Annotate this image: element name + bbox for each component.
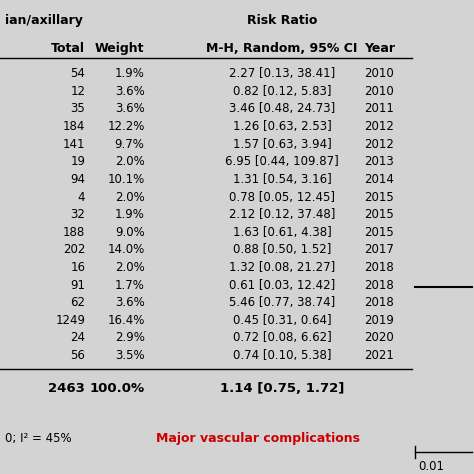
- Text: Weight: Weight: [95, 42, 145, 55]
- Text: 0.61 [0.03, 12.42]: 0.61 [0.03, 12.42]: [229, 279, 335, 292]
- Text: 24: 24: [70, 331, 85, 345]
- Text: 2019: 2019: [364, 314, 394, 327]
- Text: 2012: 2012: [364, 137, 394, 151]
- Text: 35: 35: [71, 102, 85, 116]
- Text: 100.0%: 100.0%: [90, 382, 145, 395]
- Text: 2.12 [0.12, 37.48]: 2.12 [0.12, 37.48]: [229, 208, 335, 221]
- Text: 2018: 2018: [365, 261, 394, 274]
- Text: 2012: 2012: [364, 120, 394, 133]
- Text: 2011: 2011: [364, 102, 394, 116]
- Text: 2.0%: 2.0%: [115, 155, 145, 168]
- Text: 188: 188: [63, 226, 85, 239]
- Text: 2463: 2463: [48, 382, 85, 395]
- Text: M-H, Random, 95% CI: M-H, Random, 95% CI: [206, 42, 358, 55]
- Text: 2015: 2015: [365, 208, 394, 221]
- Text: 16: 16: [70, 261, 85, 274]
- Text: 12: 12: [70, 85, 85, 98]
- Text: 1.63 [0.61, 4.38]: 1.63 [0.61, 4.38]: [233, 226, 331, 239]
- Text: 2013: 2013: [365, 155, 394, 168]
- Text: 2.0%: 2.0%: [115, 261, 145, 274]
- Text: 32: 32: [71, 208, 85, 221]
- Text: 9.0%: 9.0%: [115, 226, 145, 239]
- Text: ian/axillary: ian/axillary: [5, 14, 82, 27]
- Text: 1.57 [0.63, 3.94]: 1.57 [0.63, 3.94]: [233, 137, 331, 151]
- Text: Year: Year: [364, 42, 395, 55]
- Text: 2018: 2018: [365, 296, 394, 309]
- Text: 2014: 2014: [364, 173, 394, 186]
- Text: 5.46 [0.77, 38.74]: 5.46 [0.77, 38.74]: [229, 296, 335, 309]
- Text: 2015: 2015: [365, 226, 394, 239]
- Text: 0.01: 0.01: [419, 460, 445, 474]
- Text: 14.0%: 14.0%: [107, 243, 145, 256]
- Text: 3.5%: 3.5%: [115, 349, 145, 362]
- Text: 19: 19: [70, 155, 85, 168]
- Text: 141: 141: [63, 137, 85, 151]
- Text: 2.27 [0.13, 38.41]: 2.27 [0.13, 38.41]: [229, 67, 335, 80]
- Text: 2018: 2018: [365, 279, 394, 292]
- Text: 2017: 2017: [364, 243, 394, 256]
- Text: 0.72 [0.08, 6.62]: 0.72 [0.08, 6.62]: [233, 331, 331, 345]
- Text: 9.7%: 9.7%: [115, 137, 145, 151]
- Text: 1249: 1249: [55, 314, 85, 327]
- Text: 0.82 [0.12, 5.83]: 0.82 [0.12, 5.83]: [233, 85, 331, 98]
- Text: Major vascular complications: Major vascular complications: [156, 431, 360, 445]
- Text: 2010: 2010: [365, 85, 394, 98]
- Text: 1.9%: 1.9%: [115, 67, 145, 80]
- Text: 0.74 [0.10, 5.38]: 0.74 [0.10, 5.38]: [233, 349, 331, 362]
- Text: 2.0%: 2.0%: [115, 191, 145, 203]
- Text: 6.95 [0.44, 109.87]: 6.95 [0.44, 109.87]: [225, 155, 339, 168]
- Text: 94: 94: [70, 173, 85, 186]
- Text: 91: 91: [70, 279, 85, 292]
- Text: 54: 54: [71, 67, 85, 80]
- Text: 0.88 [0.50, 1.52]: 0.88 [0.50, 1.52]: [233, 243, 331, 256]
- Text: 1.31 [0.54, 3.16]: 1.31 [0.54, 3.16]: [233, 173, 331, 186]
- Text: 12.2%: 12.2%: [107, 120, 145, 133]
- Text: 2010: 2010: [365, 67, 394, 80]
- Text: 0; I² = 45%: 0; I² = 45%: [5, 431, 72, 445]
- Text: 202: 202: [63, 243, 85, 256]
- Text: 3.6%: 3.6%: [115, 85, 145, 98]
- Text: 3.6%: 3.6%: [115, 296, 145, 309]
- Text: 2021: 2021: [364, 349, 394, 362]
- Text: 10.1%: 10.1%: [107, 173, 145, 186]
- Text: 2015: 2015: [365, 191, 394, 203]
- Text: 1.32 [0.08, 21.27]: 1.32 [0.08, 21.27]: [229, 261, 335, 274]
- Text: 1.14 [0.75, 1.72]: 1.14 [0.75, 1.72]: [220, 382, 344, 395]
- Text: 2.9%: 2.9%: [115, 331, 145, 345]
- Text: 3.6%: 3.6%: [115, 102, 145, 116]
- Text: 2020: 2020: [365, 331, 394, 345]
- Text: 4: 4: [78, 191, 85, 203]
- Text: Risk Ratio: Risk Ratio: [247, 14, 317, 27]
- Text: 0.78 [0.05, 12.45]: 0.78 [0.05, 12.45]: [229, 191, 335, 203]
- Text: 3.46 [0.48, 24.73]: 3.46 [0.48, 24.73]: [229, 102, 335, 116]
- Text: 1.7%: 1.7%: [115, 279, 145, 292]
- Text: 1.26 [0.63, 2.53]: 1.26 [0.63, 2.53]: [233, 120, 331, 133]
- Text: 0.45 [0.31, 0.64]: 0.45 [0.31, 0.64]: [233, 314, 331, 327]
- Text: 16.4%: 16.4%: [107, 314, 145, 327]
- Text: 62: 62: [70, 296, 85, 309]
- Text: 1.9%: 1.9%: [115, 208, 145, 221]
- Text: 56: 56: [71, 349, 85, 362]
- Text: Total: Total: [51, 42, 85, 55]
- Text: 184: 184: [63, 120, 85, 133]
